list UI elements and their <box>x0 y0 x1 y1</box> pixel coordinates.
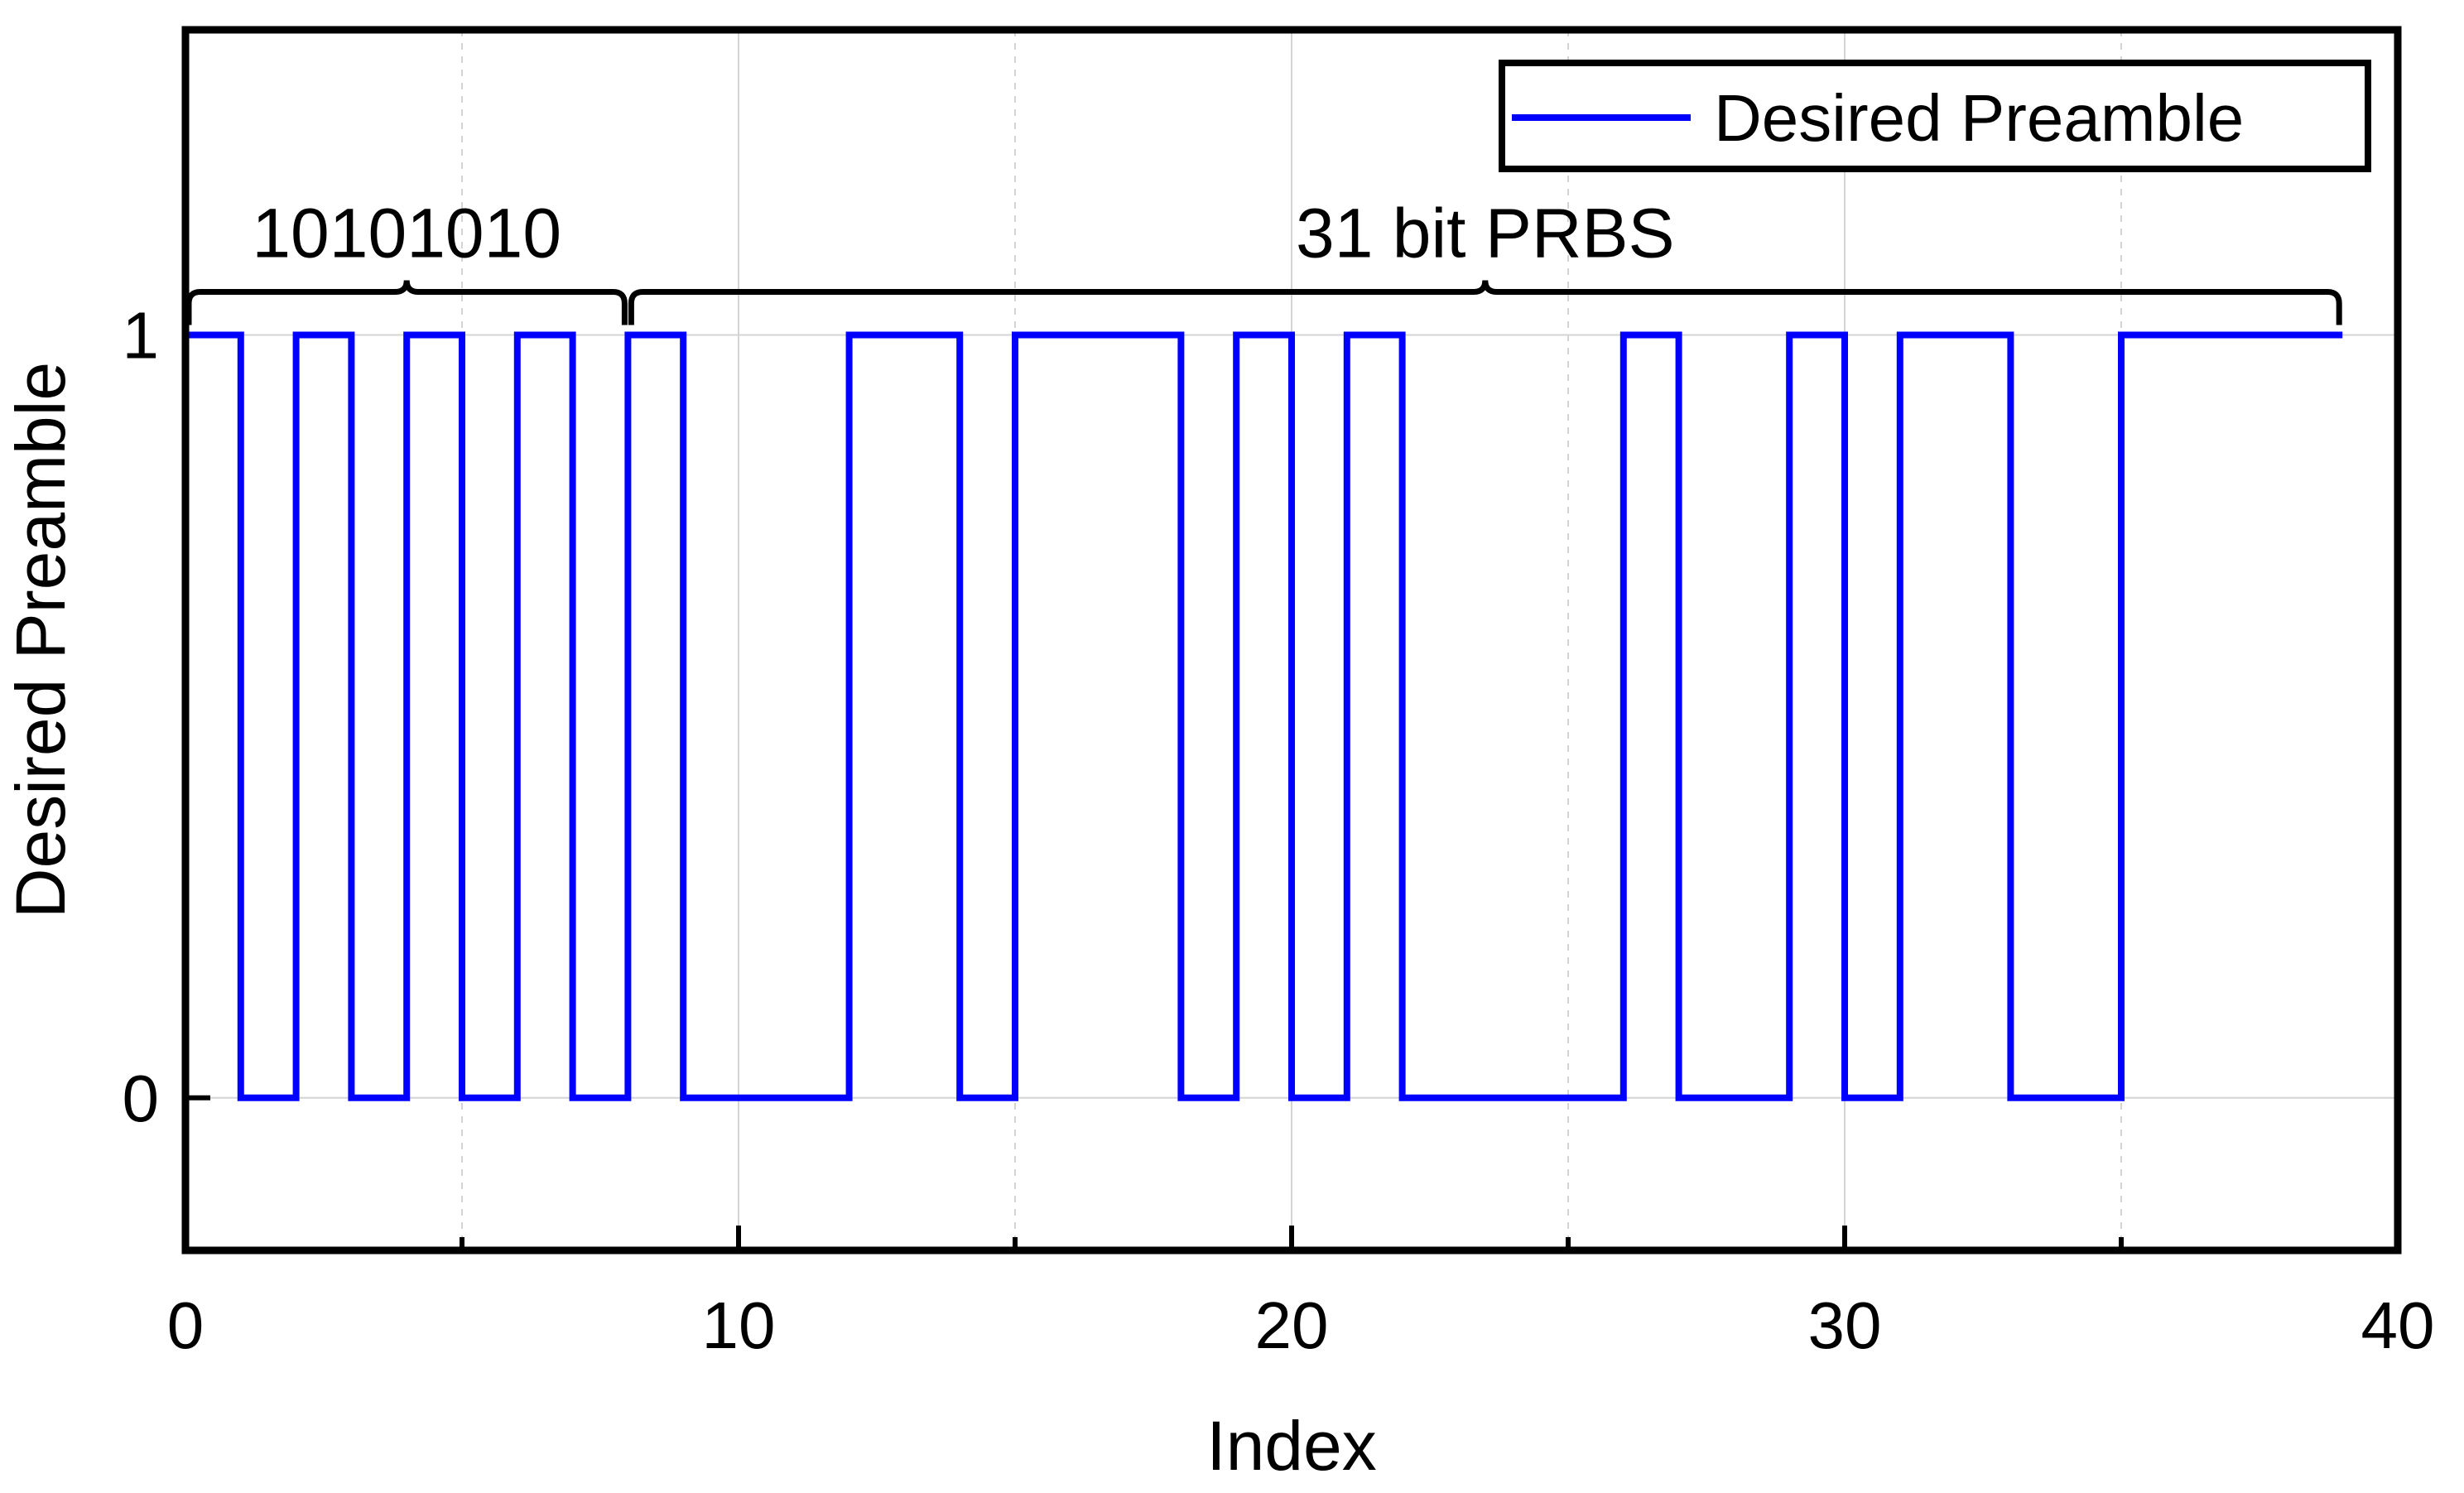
x-tick-label: 0 <box>167 1288 205 1362</box>
brace-0 <box>185 280 628 325</box>
legend-label: Desired Preamble <box>1714 81 2244 155</box>
legend: Desired Preamble <box>1499 60 2371 172</box>
y-tick-label: 1 <box>123 299 160 373</box>
axis-ticks <box>185 332 2124 1250</box>
annotation-label-preamble: 10101010 <box>252 195 561 272</box>
annotation-label-prbs: 31 bit PRBS <box>1296 195 1675 272</box>
tick-labels: 0 10 20 30 40 0 1 <box>123 299 2435 1363</box>
x-axis-title: Index <box>1206 1407 1377 1485</box>
brace-1 <box>628 280 2342 325</box>
series-line-0 <box>185 331 2343 1101</box>
x-tick-label: 30 <box>1808 1288 1882 1362</box>
legend-box <box>1499 60 2371 172</box>
x-tick-label: 20 <box>1255 1288 1329 1362</box>
x-tick-label: 40 <box>2361 1288 2435 1362</box>
series-layer <box>185 331 2343 1101</box>
y-tick-label: 0 <box>123 1062 160 1135</box>
plot-frame <box>181 26 2402 1255</box>
annotation-braces <box>185 280 2342 325</box>
x-tick-label: 10 <box>702 1288 776 1362</box>
y-axis-title: Desired Preamble <box>2 362 79 918</box>
